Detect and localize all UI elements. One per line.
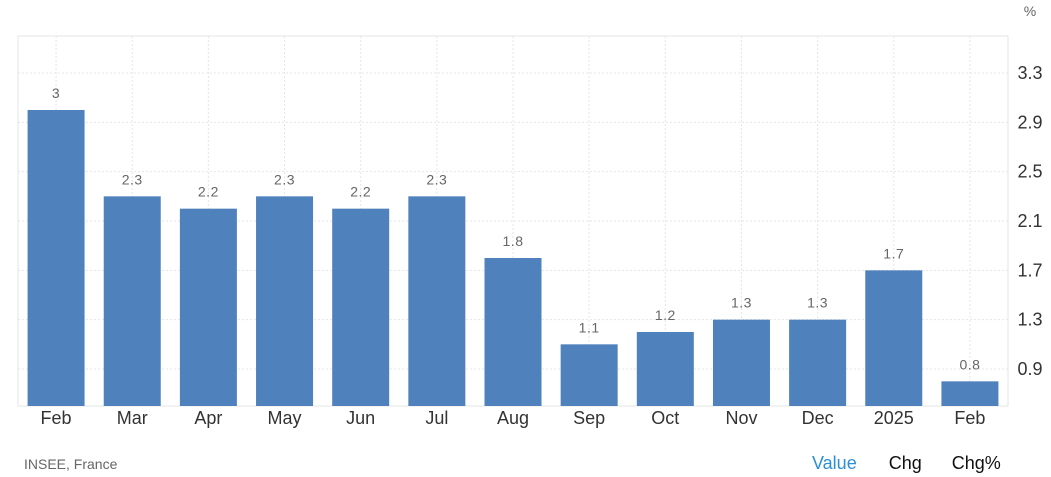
bar[interactable] (941, 381, 999, 406)
x-tick-label: 2025 (874, 408, 914, 428)
view-toggle-group: Value Chg Chg% (812, 453, 1001, 474)
x-axis-ticks: Feb Mar Apr May Jun Jul Aug Sep Oct Nov Dec 2025 Feb (41, 408, 986, 428)
data-label: 2.3 (274, 171, 295, 187)
y-tick-label: 2.1 (1017, 211, 1042, 231)
y-tick-label: 1.7 (1017, 260, 1042, 280)
chg-toggle[interactable]: Chg (888, 453, 922, 473)
data-label: 2.3 (426, 171, 447, 187)
bar[interactable] (789, 319, 847, 406)
bar[interactable] (27, 110, 85, 406)
data-label: 2.2 (198, 184, 219, 200)
bar[interactable] (636, 332, 694, 406)
y-tick-label: 3.3 (1017, 63, 1042, 83)
value-toggle[interactable]: Value (812, 453, 857, 473)
data-labels: 3 2.3 2.2 2.3 2.2 2.3 1.8 1.1 1.2 1.3 1.3 1.7 0.8 (52, 85, 980, 372)
bar[interactable] (484, 258, 542, 406)
chart-area: 3 2.3 2.2 2.3 2.2 2.3 1.8 1.1 1.2 1.3 1.3 1.7 0.8 0.… (17, 3, 1043, 428)
chg-percent-toggle[interactable]: Chg% (951, 453, 1001, 473)
x-tick-label: Jul (425, 408, 448, 428)
data-label: 1.3 (807, 295, 828, 311)
x-tick-label: Aug (497, 408, 529, 428)
x-tick-label: Dec (802, 408, 834, 428)
data-label: 1.3 (731, 295, 752, 311)
data-label: 3 (52, 85, 60, 101)
x-tick-label: Sep (573, 408, 605, 428)
x-tick-label: Nov (725, 408, 757, 428)
y-tick-label: 2.5 (1017, 162, 1042, 182)
x-tick-label: Mar (117, 408, 148, 428)
y-tick-label: 1.3 (1017, 310, 1042, 330)
bar[interactable] (179, 208, 237, 406)
y-tick-label: 0.9 (1017, 359, 1042, 379)
source-label: INSEE, France (24, 456, 118, 472)
y-tick-label: 2.9 (1017, 112, 1042, 132)
x-tick-label: Feb (41, 408, 72, 428)
bar[interactable] (332, 208, 390, 406)
data-label: 0.8 (959, 356, 980, 372)
data-label: 1.2 (655, 307, 676, 323)
bar[interactable] (560, 344, 618, 406)
bar[interactable] (865, 270, 923, 406)
x-tick-label: Jun (346, 408, 375, 428)
x-tick-label: Apr (194, 408, 222, 428)
data-label: 2.2 (350, 184, 371, 200)
data-label: 1.1 (579, 319, 600, 335)
data-label: 2.3 (122, 171, 143, 187)
y-axis-ticks: 0.9 1.3 1.7 2.1 2.5 2.9 3.3 (1017, 63, 1042, 379)
x-tick-label: May (268, 408, 302, 428)
bar-series (27, 110, 999, 406)
x-tick-label: Oct (651, 408, 679, 428)
bar[interactable] (256, 196, 314, 406)
x-tick-label: Feb (954, 408, 985, 428)
bar[interactable] (712, 319, 770, 406)
unit-label: % (1024, 3, 1036, 19)
bar[interactable] (103, 196, 161, 406)
data-label: 1.7 (883, 245, 904, 261)
data-label: 1.8 (503, 233, 524, 249)
bar[interactable] (408, 196, 466, 406)
